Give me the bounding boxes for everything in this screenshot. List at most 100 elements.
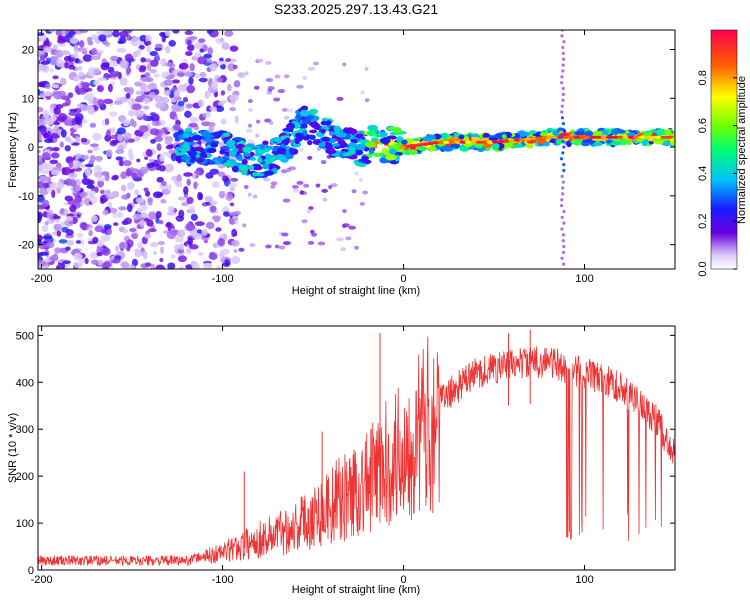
spectrogram-cell	[38, 251, 49, 256]
spectrogram-cell	[119, 77, 128, 86]
spectrogram-cell	[52, 75, 59, 80]
spectrogram-cell	[186, 84, 196, 94]
colorbar-tick-label: 0.6	[697, 118, 709, 133]
spectrogram-cell	[174, 115, 179, 122]
spectrogram-cell	[147, 197, 153, 203]
spectrogram-cell	[252, 172, 258, 177]
spectrogram-cell	[73, 44, 79, 51]
spectrogram-cell	[303, 183, 310, 188]
spectrogram-cell	[50, 254, 59, 262]
spectrogram-cell	[42, 109, 50, 119]
spectrogram-cell	[135, 90, 145, 96]
spectrogram-cell	[139, 125, 149, 133]
spectrogram-cell	[86, 36, 93, 43]
spectrogram-cell	[64, 136, 71, 142]
spectrogram-y-tick-label: 10	[22, 93, 34, 105]
spectrogram-cell	[187, 237, 193, 246]
snr-marks	[38, 329, 675, 566]
spectrogram-cell	[270, 181, 278, 186]
spectrogram-cell	[299, 109, 310, 117]
spectrogram-cell	[134, 249, 142, 258]
spectrogram-cell	[616, 129, 626, 134]
spectrogram-cell	[165, 45, 171, 54]
spectrogram-cell	[105, 149, 113, 157]
spectrogram-streak-cell	[560, 256, 564, 260]
spectrogram-cell	[150, 263, 156, 269]
spectrogram-y-tick-label: -10	[18, 191, 34, 203]
spectrogram-cell	[64, 195, 74, 202]
spectrogram-cell	[126, 203, 133, 213]
spectrogram-cell	[120, 184, 127, 192]
spectrogram-cell	[38, 175, 48, 183]
spectrogram-cell	[46, 241, 55, 249]
spectrogram-cell	[265, 244, 272, 249]
spectrogram-streak-cell	[561, 51, 565, 56]
spectrogram-cell	[296, 180, 304, 185]
spectrogram-cell	[385, 154, 397, 161]
spectrogram-cell	[670, 140, 675, 146]
spectrogram-cell	[170, 175, 179, 182]
spectrogram-cell	[122, 119, 130, 127]
spectrogram-streak-cell	[560, 116, 565, 120]
spectrogram-cell	[370, 137, 379, 142]
colorbar-tick-label: 0.2	[697, 214, 709, 229]
spectrogram-cell	[205, 221, 215, 230]
spectrogram-cell	[177, 72, 185, 78]
spectrogram-cell	[516, 143, 523, 149]
spectrogram-cell	[93, 156, 104, 161]
spectrogram-cell	[183, 172, 193, 177]
spectrogram-cell	[662, 141, 669, 146]
spectrogram-cell	[197, 56, 207, 65]
spectrogram-cell	[152, 191, 163, 199]
spectrogram-cell	[172, 30, 180, 34]
spectrogram-cell	[224, 30, 234, 37]
spectrogram-cell	[307, 66, 316, 71]
spectrogram-cell	[126, 192, 131, 199]
spectrogram-cell	[110, 139, 118, 145]
spectrogram-cell	[146, 162, 155, 168]
spectrogram-cell	[134, 189, 139, 196]
spectrogram-cell	[231, 256, 241, 265]
spectrogram-streak-cell	[561, 180, 565, 184]
spectrogram-cell	[146, 219, 154, 227]
spectrogram-cell	[145, 262, 152, 267]
spectrogram-cell	[174, 244, 181, 250]
spectrogram-cell	[92, 236, 99, 244]
spectrogram-cell	[52, 146, 60, 152]
spectrogram-cell	[186, 196, 194, 205]
spectrogram-cell	[278, 245, 286, 250]
spectrogram-cell	[281, 107, 288, 112]
spectrogram-cell	[55, 104, 64, 109]
spectrogram-cell	[268, 120, 274, 125]
spectrogram-cell	[428, 145, 437, 152]
spectrogram-cell	[128, 153, 135, 161]
spectrogram-streak-cell	[561, 86, 565, 91]
spectrogram-cell	[38, 149, 41, 154]
spectrogram-cell	[60, 129, 67, 138]
spectrogram-cell	[112, 258, 121, 264]
spectrogram-cell	[335, 131, 347, 138]
spectrogram-cell	[38, 259, 43, 266]
snr-y-tick-label: 400	[16, 377, 34, 389]
spectrogram-cell	[73, 261, 83, 269]
spectrogram-cell	[74, 117, 83, 126]
spectrogram-cell	[252, 165, 263, 171]
spectrogram-cell	[191, 134, 203, 141]
spectrogram-cell	[148, 91, 156, 99]
spectrogram-cell	[185, 51, 193, 56]
spectrogram-cell	[206, 147, 217, 154]
spectrogram-cell	[282, 241, 291, 246]
spectrogram-cell	[126, 86, 135, 95]
spectrogram-streak-cell	[560, 104, 564, 108]
spectrogram-cell	[91, 34, 98, 41]
spectrogram-streak-cell	[561, 250, 566, 255]
spectrogram-cell	[53, 223, 62, 231]
spectrogram-cell	[38, 170, 41, 175]
spectrogram-cell	[99, 189, 105, 194]
spectrogram-cell	[266, 91, 273, 96]
spectrogram-cell	[142, 105, 150, 110]
spectrogram-cell	[252, 194, 258, 199]
spectrogram-streak-cell	[561, 122, 566, 126]
spectrogram-x-tick-label: -200	[31, 273, 53, 285]
spectrogram-cell	[288, 128, 294, 133]
